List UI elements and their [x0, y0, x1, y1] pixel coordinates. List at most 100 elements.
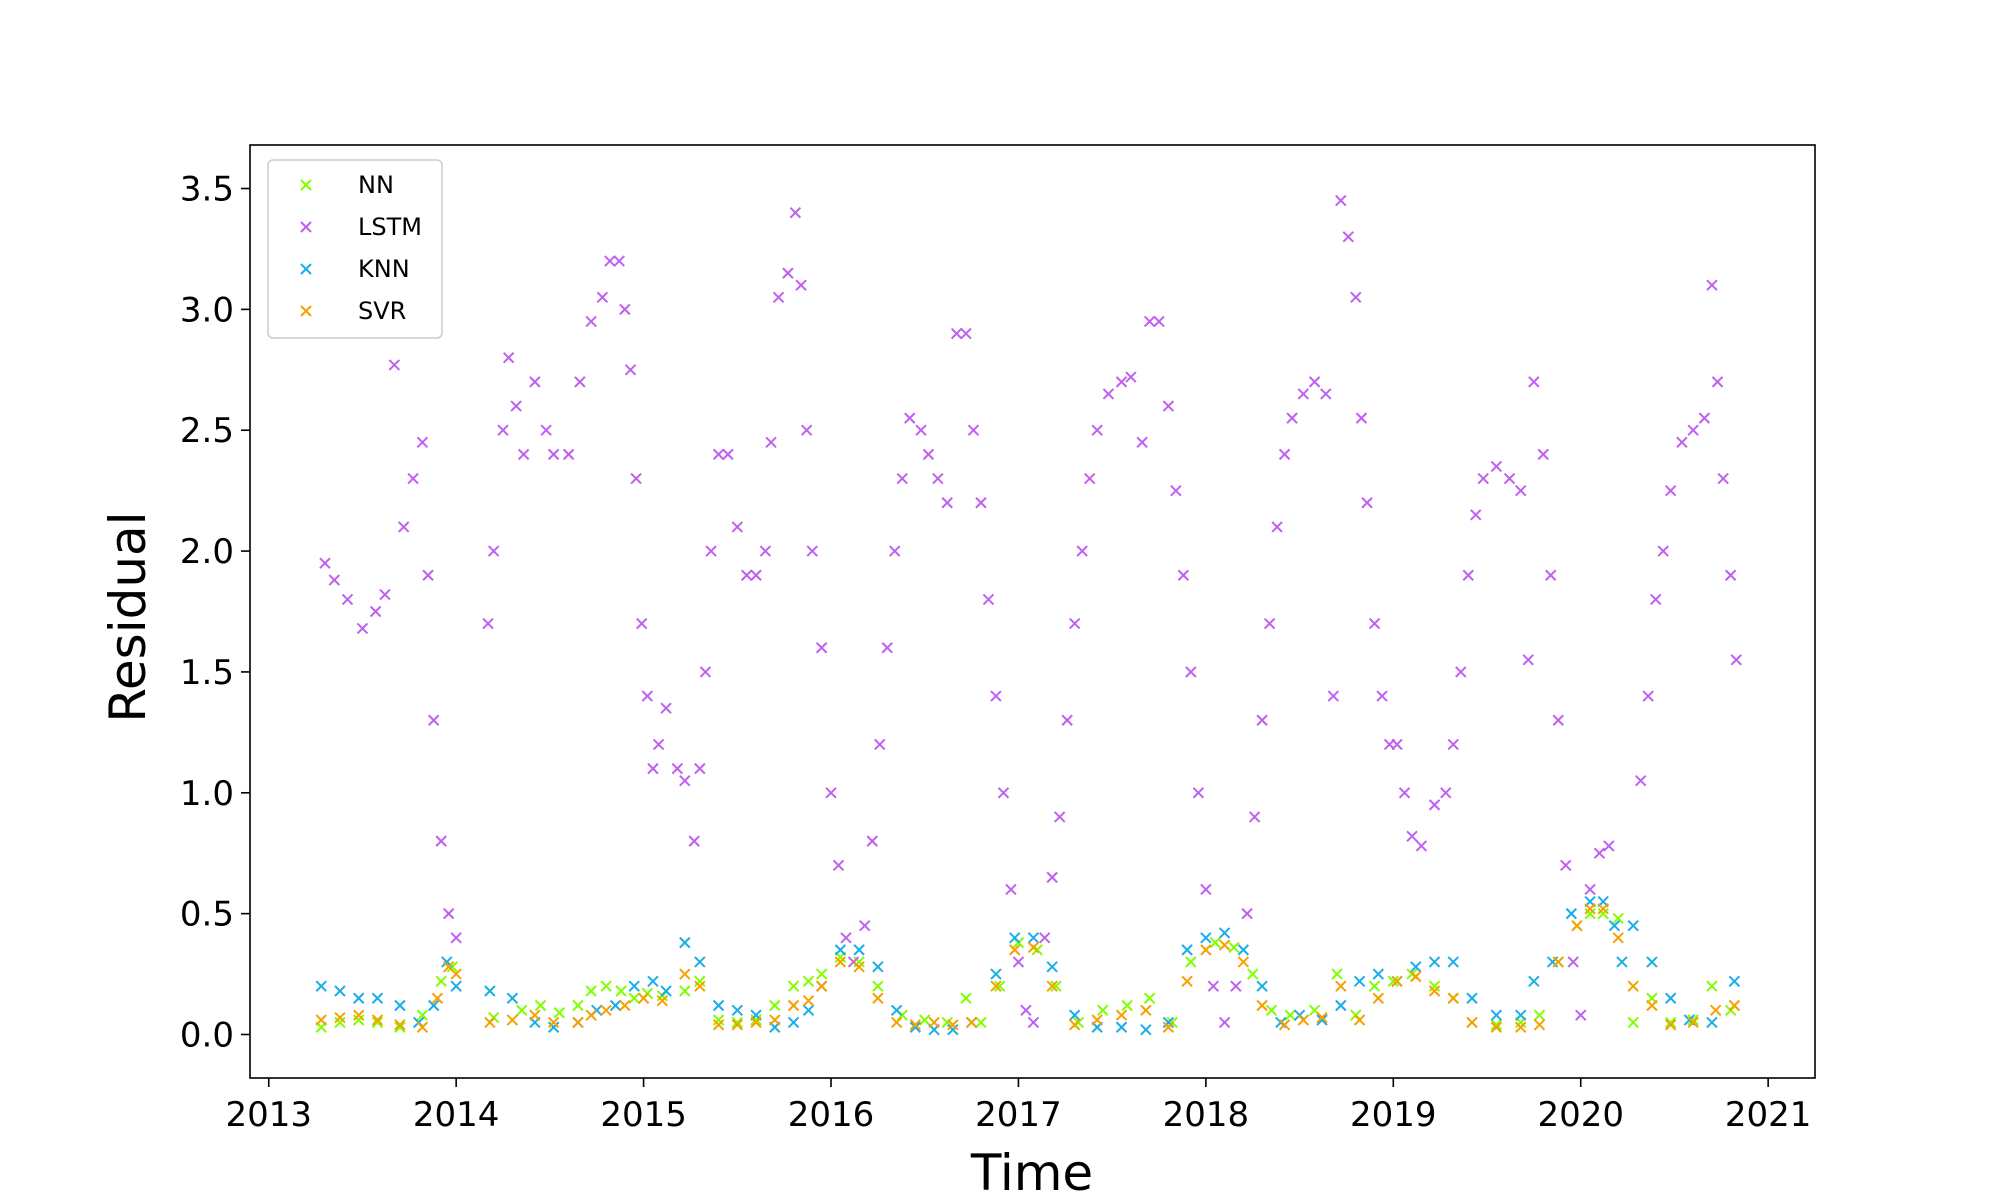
data-point — [1046, 961, 1058, 973]
data-point — [628, 980, 640, 992]
data-point — [1218, 939, 1231, 951]
data-point — [1248, 811, 1261, 823]
data-point — [1664, 484, 1677, 497]
data-point — [1428, 956, 1441, 968]
data-point — [1297, 1014, 1310, 1026]
data-point — [904, 412, 916, 424]
data-point — [1335, 999, 1347, 1012]
data-point — [896, 472, 908, 485]
data-point — [1410, 970, 1422, 983]
data-point — [679, 985, 691, 997]
data-point — [1263, 617, 1276, 630]
data-point — [1185, 956, 1197, 968]
data-point — [965, 1016, 978, 1029]
data-point — [1387, 975, 1400, 988]
data-point — [1376, 690, 1388, 702]
legend-items: NN LSTM KNN SVR — [300, 171, 422, 325]
data-point — [872, 961, 884, 973]
data-point — [1335, 194, 1347, 207]
data-point — [1278, 1019, 1291, 1031]
data-point — [416, 1021, 429, 1033]
data-point — [328, 574, 341, 586]
data-point — [407, 472, 419, 485]
data-point — [694, 980, 706, 992]
data-point — [789, 206, 802, 219]
data-point — [1612, 932, 1624, 944]
x-tick-label: 2015 — [600, 1095, 687, 1135]
data-point — [1115, 1021, 1128, 1033]
data-point — [641, 690, 654, 702]
data-point — [705, 545, 717, 557]
data-point — [802, 975, 815, 988]
x-axis-title: Time — [970, 1144, 1093, 1200]
data-point — [630, 472, 642, 485]
data-point — [834, 944, 847, 956]
data-point — [1545, 569, 1557, 581]
data-point — [1428, 799, 1441, 811]
data-point — [652, 738, 665, 751]
data-point — [1410, 961, 1422, 973]
data-point — [1642, 690, 1654, 702]
data-point — [1657, 545, 1669, 557]
data-point — [1125, 371, 1137, 383]
data-point — [1353, 975, 1366, 988]
data-point — [540, 424, 552, 436]
y-tick-label: 0.5 — [180, 895, 234, 935]
data-point — [1490, 460, 1503, 473]
data-point — [712, 1019, 725, 1031]
data-point — [712, 999, 725, 1012]
data-point — [679, 936, 691, 949]
data-point — [506, 1014, 519, 1026]
data-point — [1083, 472, 1096, 485]
data-point — [1361, 497, 1373, 509]
data-point — [1140, 1023, 1152, 1036]
data-point — [1552, 956, 1564, 968]
data-point — [731, 1019, 744, 1031]
x-axis-ticks: 2013 2014 2015 2016 2017 2018 2019 2020 2021 — [225, 1078, 1811, 1135]
data-point — [834, 956, 847, 968]
data-point — [529, 1009, 541, 1021]
data-point — [624, 364, 637, 376]
data-point — [1271, 521, 1283, 533]
data-point — [1316, 1011, 1328, 1024]
data-point — [1560, 859, 1572, 872]
data-point — [516, 1004, 528, 1017]
data-point — [1728, 999, 1741, 1012]
data-point — [1102, 388, 1115, 400]
data-point — [1140, 1004, 1152, 1017]
data-point — [982, 593, 995, 606]
data-point — [699, 666, 712, 678]
data-point — [787, 1016, 800, 1029]
data-point — [656, 994, 669, 1007]
x-tick-label: 2018 — [1163, 1095, 1250, 1135]
data-point — [1447, 738, 1459, 751]
data-point — [1320, 388, 1332, 400]
data-point — [562, 448, 575, 461]
data-point — [1584, 907, 1596, 920]
data-point — [1584, 883, 1596, 896]
legend-label: SVR — [358, 297, 406, 325]
data-point — [1634, 774, 1647, 787]
x-tick-label: 2017 — [975, 1095, 1062, 1135]
data-point — [352, 1014, 365, 1026]
data-point — [941, 497, 953, 509]
data-point — [975, 497, 987, 509]
data-point — [619, 999, 631, 1012]
y-axis-title: Residual — [99, 511, 157, 722]
data-point — [1533, 1019, 1546, 1031]
data-point — [1005, 883, 1017, 896]
data-point — [1020, 1004, 1032, 1017]
data-point — [1709, 1004, 1722, 1017]
data-point — [572, 1016, 584, 1029]
data-point — [319, 557, 331, 569]
data-point — [922, 448, 935, 461]
data-point — [975, 1016, 987, 1029]
y-tick-label: 2.5 — [180, 411, 234, 451]
data-point — [919, 1014, 931, 1026]
data-point — [647, 975, 659, 988]
data-point — [1256, 714, 1268, 726]
data-point — [1608, 920, 1621, 932]
data-point — [1143, 992, 1156, 1004]
data-point — [1353, 1014, 1366, 1026]
data-point — [950, 327, 963, 340]
